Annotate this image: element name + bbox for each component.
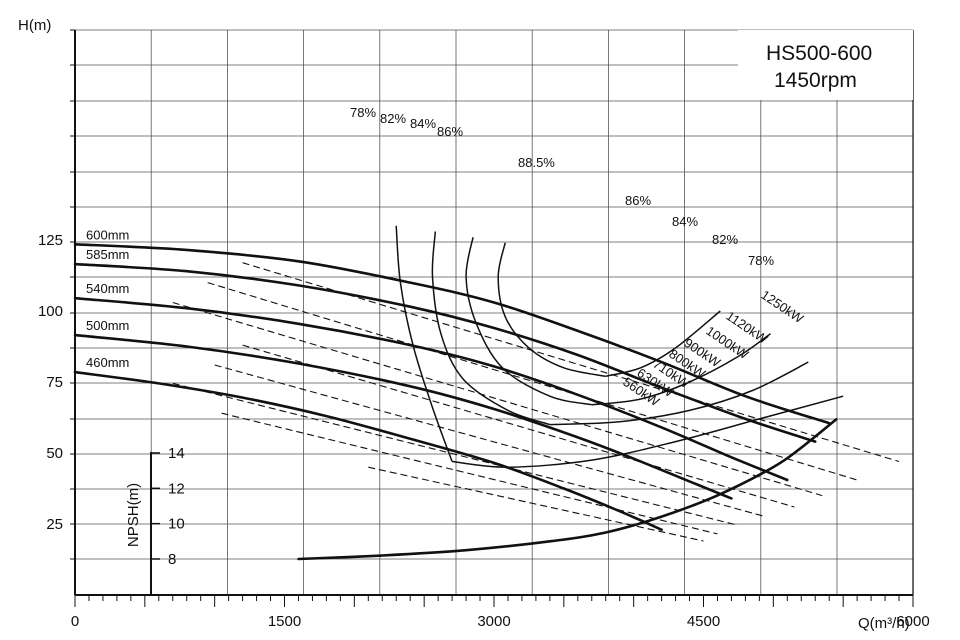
efficiency-label: 82%: [380, 111, 406, 126]
x-tick-label: 0: [71, 613, 79, 630]
power-line: [207, 282, 858, 481]
y-tick-label: 100: [38, 303, 63, 320]
y-tick-label: 50: [46, 445, 63, 462]
efficiency-label: 86%: [437, 124, 463, 139]
efficiency-label: 86%: [625, 193, 651, 208]
power-line: [242, 344, 795, 508]
grid: [75, 29, 914, 595]
npsh-axis-label: NPSH(m): [125, 483, 142, 547]
head-curves: 600mm 585mm 540mm 500mm 460mm: [73, 227, 831, 531]
efficiency-curve: [591, 333, 771, 406]
head-curve: [73, 262, 817, 443]
head-curve: [73, 296, 789, 482]
npsh-tick-label: 8: [168, 551, 176, 568]
efficiency-label: 84%: [672, 214, 698, 229]
y-axis-label: H(m): [18, 17, 51, 34]
x-tick-label: 6000: [896, 613, 929, 630]
power-line: [172, 382, 739, 526]
x-tick-label: 1500: [268, 613, 301, 630]
chart-title: HS500-600: [766, 42, 872, 65]
efficiency-curves: 78% 82% 84%86%86%84%82%78%88.5%: [350, 105, 844, 468]
efficiency-peak-label: 88.5%: [518, 155, 555, 170]
tick-labels: 0 1500 3000 4500 6000 25 50 75 100 125: [38, 232, 930, 630]
x-tick-label: 4500: [687, 613, 720, 630]
head-curve: [73, 243, 831, 425]
impeller-label: 460mm: [86, 355, 129, 370]
impeller-label: 500mm: [86, 318, 129, 333]
power-line: [368, 466, 704, 542]
y-tick-label: 125: [38, 232, 63, 249]
power-line: [214, 364, 767, 518]
x-tick-label: 3000: [477, 613, 510, 630]
power-line: [242, 262, 900, 463]
efficiency-label: 78%: [350, 105, 376, 120]
impeller-label: 540mm: [86, 281, 129, 296]
efficiency-curve: [465, 237, 592, 406]
head-curve: [73, 370, 663, 531]
power-lines: 1250kW1120kW1000kW900kW800kW710kW630kW56…: [172, 262, 900, 542]
y-tick-label: 75: [46, 374, 63, 391]
npsh-curve: [297, 418, 838, 561]
power-line-label: 1250kW: [758, 287, 807, 327]
impeller-label: 600mm: [86, 227, 129, 242]
efficiency-label: 84%: [410, 116, 436, 131]
efficiency-label: 82%: [712, 232, 738, 247]
npsh-panel: 8 10 12 14 NPSH(m): [125, 418, 838, 595]
efficiency-curve: [549, 361, 809, 426]
npsh-tick-label: 12: [168, 480, 185, 497]
power-line: [221, 412, 718, 535]
chart-subtitle: 1450rpm: [774, 69, 857, 92]
npsh-tick-label: 14: [168, 445, 185, 462]
axes: [70, 29, 914, 607]
y-tick-label: 25: [46, 516, 63, 533]
efficiency-curve: [431, 231, 551, 426]
impeller-label: 585mm: [86, 247, 129, 262]
title-box: HS500-600 1450rpm: [738, 30, 913, 100]
head-curve: [73, 333, 733, 500]
efficiency-label: 78%: [748, 253, 774, 268]
x-axis-label: Q(m³/h): [858, 615, 910, 632]
npsh-tick-label: 10: [168, 516, 185, 533]
